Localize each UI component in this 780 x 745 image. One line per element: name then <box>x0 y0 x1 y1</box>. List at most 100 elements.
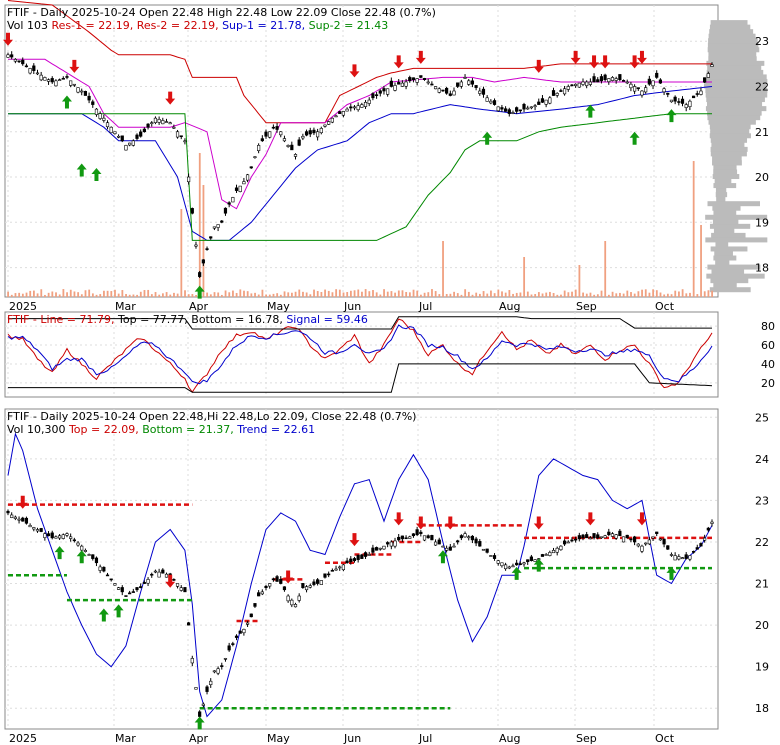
price-candle-body <box>489 100 493 104</box>
trend-candle-body <box>286 595 290 602</box>
trend-candle-body <box>268 583 272 587</box>
price-candle-body <box>651 80 655 87</box>
price-candle-body <box>574 83 578 86</box>
price-volume-profile-bar <box>705 74 767 80</box>
price-buy-arrow <box>76 163 87 177</box>
trend-candle-body <box>422 535 427 541</box>
volume-bar <box>497 289 500 297</box>
volume-bar <box>508 290 511 297</box>
price-legend-entry: Sup-1 = 21.78, <box>219 19 306 32</box>
trend-candle-body <box>666 545 670 550</box>
trend-candle-body <box>264 585 268 589</box>
trend-candle-body <box>489 555 493 557</box>
volume-bar <box>700 225 702 297</box>
volume-bar <box>670 294 673 297</box>
trend-candle-body <box>574 538 578 541</box>
volume-bar <box>666 293 669 297</box>
price-legend-entry: Res-1 = 22.19, <box>48 19 133 32</box>
volume-bar <box>445 293 448 297</box>
trend-sell-arrow <box>445 516 456 530</box>
volume-bar <box>379 294 382 297</box>
trend-candle-body <box>327 573 331 576</box>
trend-y-tick-label: 20 <box>755 619 769 632</box>
price-volume-profile-bar <box>705 106 767 112</box>
trend-candle-body <box>577 535 581 540</box>
trend-candle-body <box>474 538 478 544</box>
volume-bar <box>552 293 555 297</box>
trend-candle-body <box>430 535 434 541</box>
trend-candle-body <box>124 595 128 597</box>
price-candle-body <box>120 135 124 142</box>
volume-bar <box>427 292 430 297</box>
trend-candle-body <box>459 535 463 539</box>
price-candle-body <box>69 80 73 86</box>
trend-candle-body <box>592 533 596 539</box>
price-candle-body <box>610 77 615 81</box>
trend-candle-body <box>404 537 408 540</box>
price-candle-body <box>301 135 305 139</box>
volume-bar <box>338 289 341 297</box>
osc-legend-entry: FTIF - Line = 71.79, <box>7 313 115 326</box>
trend-candle-body <box>46 533 51 537</box>
volume-bar <box>401 290 404 297</box>
trend-candle-body <box>544 554 548 556</box>
trend-candle-body <box>139 586 143 589</box>
trend-candle-body <box>559 545 563 551</box>
volume-bar <box>652 289 655 297</box>
price-candle-body <box>349 106 353 109</box>
price-candle-body <box>515 107 519 112</box>
price-candle-body <box>35 72 40 75</box>
price-candle-body <box>109 126 113 134</box>
trend-candle-body <box>227 645 231 651</box>
price-candle-body <box>688 100 692 107</box>
trend-sell-arrow <box>533 516 544 530</box>
trend-panel-legend: Vol 10,300 Top = 22.09, Bottom = 21.37, … <box>7 423 315 436</box>
osc-series-top <box>8 316 712 330</box>
trend-candle-body <box>301 583 305 589</box>
volume-bar <box>560 294 562 297</box>
trend-candle-body <box>61 534 65 539</box>
price-volume-profile-bar <box>706 60 765 66</box>
price-x-tick-label: May <box>267 300 290 313</box>
price-candle-body <box>94 108 99 115</box>
volume-bar <box>128 294 131 297</box>
price-candle-body <box>131 140 135 146</box>
price-candle-body <box>352 106 357 109</box>
trend-candle-body <box>636 543 640 547</box>
price-candle-body <box>279 131 283 136</box>
trend-candle-body <box>257 592 261 597</box>
price-candle-body <box>205 248 209 250</box>
trend-candle-body <box>116 587 121 590</box>
price-candle-body <box>32 65 36 71</box>
volume-bar <box>110 291 113 297</box>
volume-bar <box>368 291 371 297</box>
volume-bar <box>571 291 573 297</box>
price-volume-profile-bar <box>707 201 761 207</box>
price-candle-body <box>290 144 294 151</box>
volume-bar <box>62 289 65 297</box>
volume-bar <box>423 292 426 297</box>
price-volume-profile-bar <box>708 33 756 39</box>
price-candle-body <box>264 131 268 137</box>
volume-bar <box>644 289 647 297</box>
price-candle-body <box>703 77 707 83</box>
volume-bar <box>523 257 526 297</box>
volume-bar <box>434 291 437 297</box>
volume-bar <box>66 292 68 297</box>
price-volume-profile-bar <box>710 278 749 284</box>
price-volume-profile-bar <box>715 192 728 198</box>
price-candle-body <box>238 185 242 192</box>
trend-candle-body <box>448 546 452 551</box>
volume-bar <box>460 294 463 297</box>
trend-candle-body <box>647 539 651 545</box>
trend-panel-title: FTIF - Daily 2025-10-24 Open 22.48,Hi 22… <box>7 410 416 423</box>
price-candle-body <box>411 77 416 80</box>
price-candle-body <box>710 64 714 67</box>
volume-bar <box>563 290 566 297</box>
price-volume-profile-bar <box>712 155 742 161</box>
osc-legend-entry: Top = 77.77, <box>115 313 188 326</box>
price-candle-body <box>492 100 497 105</box>
price-volume-profile-bar <box>713 169 738 175</box>
price-candle-body <box>592 76 596 83</box>
trend-candle-body <box>102 566 106 572</box>
